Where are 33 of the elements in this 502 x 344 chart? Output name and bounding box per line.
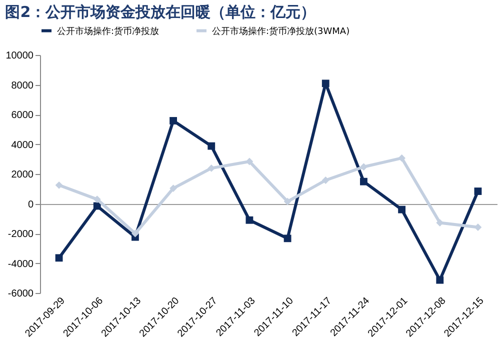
y-tick-label: -6000 bbox=[8, 288, 34, 300]
y-tick-label: 10000 bbox=[6, 50, 34, 62]
point bbox=[322, 176, 330, 184]
y-tick-label: 6000 bbox=[11, 110, 34, 121]
point bbox=[360, 178, 368, 186]
y-tick-label: -4000 bbox=[8, 258, 34, 270]
y-tick-label: -2000 bbox=[8, 229, 34, 240]
legend-label: 公开市场操作:货币净投放(3WMA) bbox=[212, 26, 350, 37]
point bbox=[246, 158, 254, 166]
point bbox=[55, 254, 63, 262]
point bbox=[208, 142, 216, 150]
point bbox=[398, 154, 406, 162]
point bbox=[93, 196, 101, 203]
point bbox=[55, 181, 63, 189]
y-tick-label: 4000 bbox=[11, 140, 34, 151]
point bbox=[132, 230, 139, 238]
point bbox=[284, 234, 292, 242]
point bbox=[93, 202, 101, 210]
point bbox=[398, 206, 406, 214]
legend-label: 公开市场操作:货币净投放 bbox=[57, 26, 160, 37]
point bbox=[284, 198, 292, 206]
chart-title: 图2：公开市场资金投放在回暖（单位：亿元） bbox=[5, 3, 316, 21]
point bbox=[246, 216, 254, 224]
point bbox=[474, 188, 482, 195]
point bbox=[436, 276, 444, 284]
point bbox=[360, 163, 368, 171]
point bbox=[170, 117, 177, 124]
y-tick-label: 8000 bbox=[11, 80, 34, 92]
y-tick-label: 0 bbox=[28, 199, 34, 210]
point bbox=[322, 80, 330, 88]
point bbox=[170, 184, 177, 192]
point bbox=[208, 164, 216, 172]
y-tick-label: 2000 bbox=[11, 170, 34, 180]
